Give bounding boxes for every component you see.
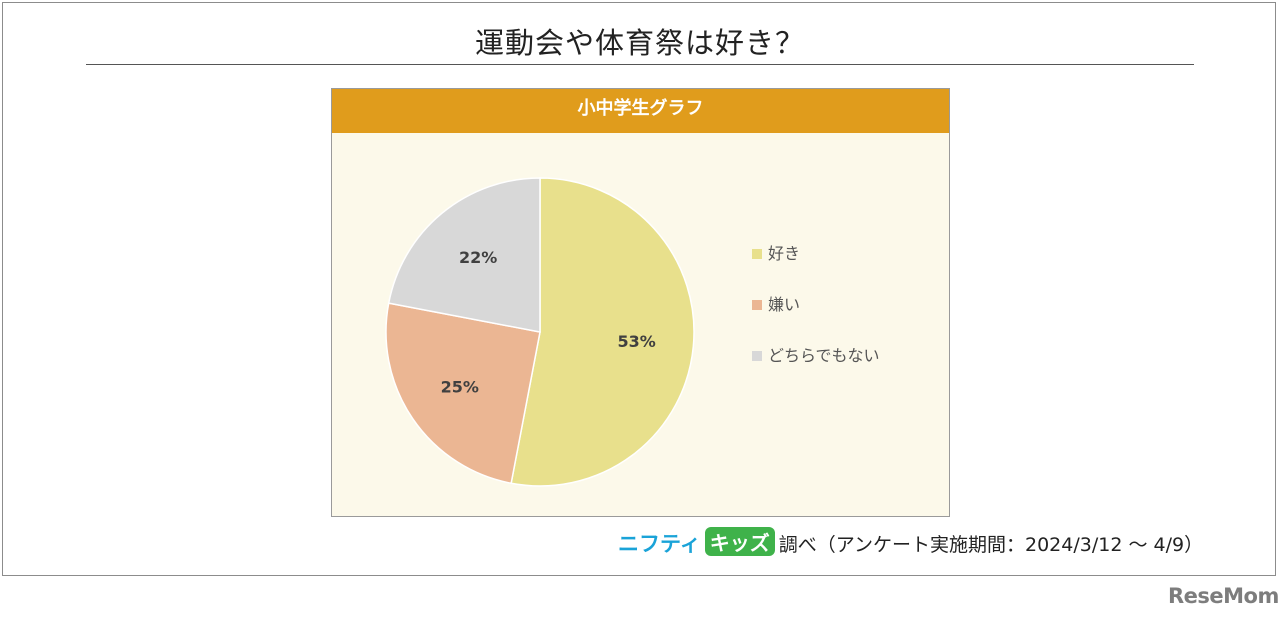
- slice-label-2: 22%: [459, 248, 497, 267]
- legend-swatch-2: [752, 350, 762, 361]
- legend-item-0: 好き: [752, 240, 800, 264]
- slice-label-1: 25%: [441, 378, 479, 397]
- legend-label-0: 好き: [768, 244, 801, 263]
- page-title: 運動会や体育祭は好き？: [474, 26, 805, 60]
- legend-swatch-1: [752, 299, 762, 310]
- legend-item-2: どちらでもない: [752, 342, 880, 366]
- pie-slice-2: [387, 177, 541, 333]
- chart-header: 小中学生グラフ: [332, 89, 949, 133]
- source-note: ニフティ キッズ 調べ（アンケート実施期間：2024/3/12 ～ 4/9）: [618, 527, 1204, 558]
- legend-item-1: 嫌い: [752, 291, 800, 315]
- pie-slice-0: [510, 177, 695, 487]
- source-text: 調べ（アンケート実施期間：2024/3/12 ～ 4/9）: [778, 534, 1204, 556]
- brand-kids: キッズ: [704, 527, 775, 556]
- legend-label-1: 嫌い: [768, 295, 801, 314]
- legend-label-2: どちらでもない: [768, 346, 880, 365]
- brand-nifty: ニフティ: [618, 532, 701, 556]
- resemom-logo: ReseMom: [1168, 584, 1279, 608]
- legend-swatch-0: [752, 248, 762, 259]
- pie-slice-1: [385, 302, 541, 485]
- slice-label-0: 53%: [617, 332, 655, 351]
- title-divider: [86, 64, 1194, 65]
